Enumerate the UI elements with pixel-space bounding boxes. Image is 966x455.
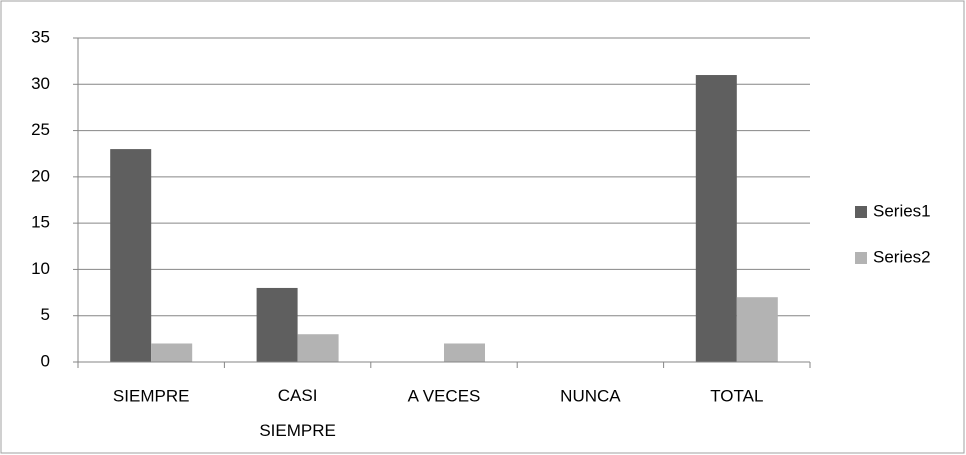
x-tick-label-line: SIEMPRE: [259, 421, 336, 440]
legend-swatch: [855, 206, 867, 218]
y-tick-label: 15: [31, 213, 50, 232]
bar: [736, 297, 778, 362]
bar: [110, 149, 152, 362]
x-tick-label: TOTAL: [710, 386, 763, 405]
bar: [695, 75, 737, 363]
x-tick-label: SIEMPRE: [113, 386, 190, 405]
x-tick-label: A VECES: [408, 386, 481, 405]
y-tick-label: 5: [41, 305, 50, 324]
legend-label: Series2: [873, 247, 931, 266]
x-tick-label: CASI SIEMPRE: [259, 386, 336, 440]
x-tick-label-line: CASI: [278, 386, 318, 405]
bar: [444, 343, 485, 362]
y-tick-label: 10: [31, 259, 50, 278]
legend-swatch: [855, 252, 867, 264]
legend-label: Series1: [873, 201, 931, 220]
bar: [151, 343, 193, 362]
bar: [256, 287, 298, 362]
y-tick-label: 20: [31, 166, 50, 185]
x-tick-label: NUNCA: [560, 386, 621, 405]
y-tick-label: 30: [31, 74, 50, 93]
y-tick-label: 35: [31, 27, 50, 46]
y-tick-label: 25: [31, 120, 50, 139]
bar: [297, 334, 339, 362]
y-tick-label: 0: [41, 351, 50, 370]
